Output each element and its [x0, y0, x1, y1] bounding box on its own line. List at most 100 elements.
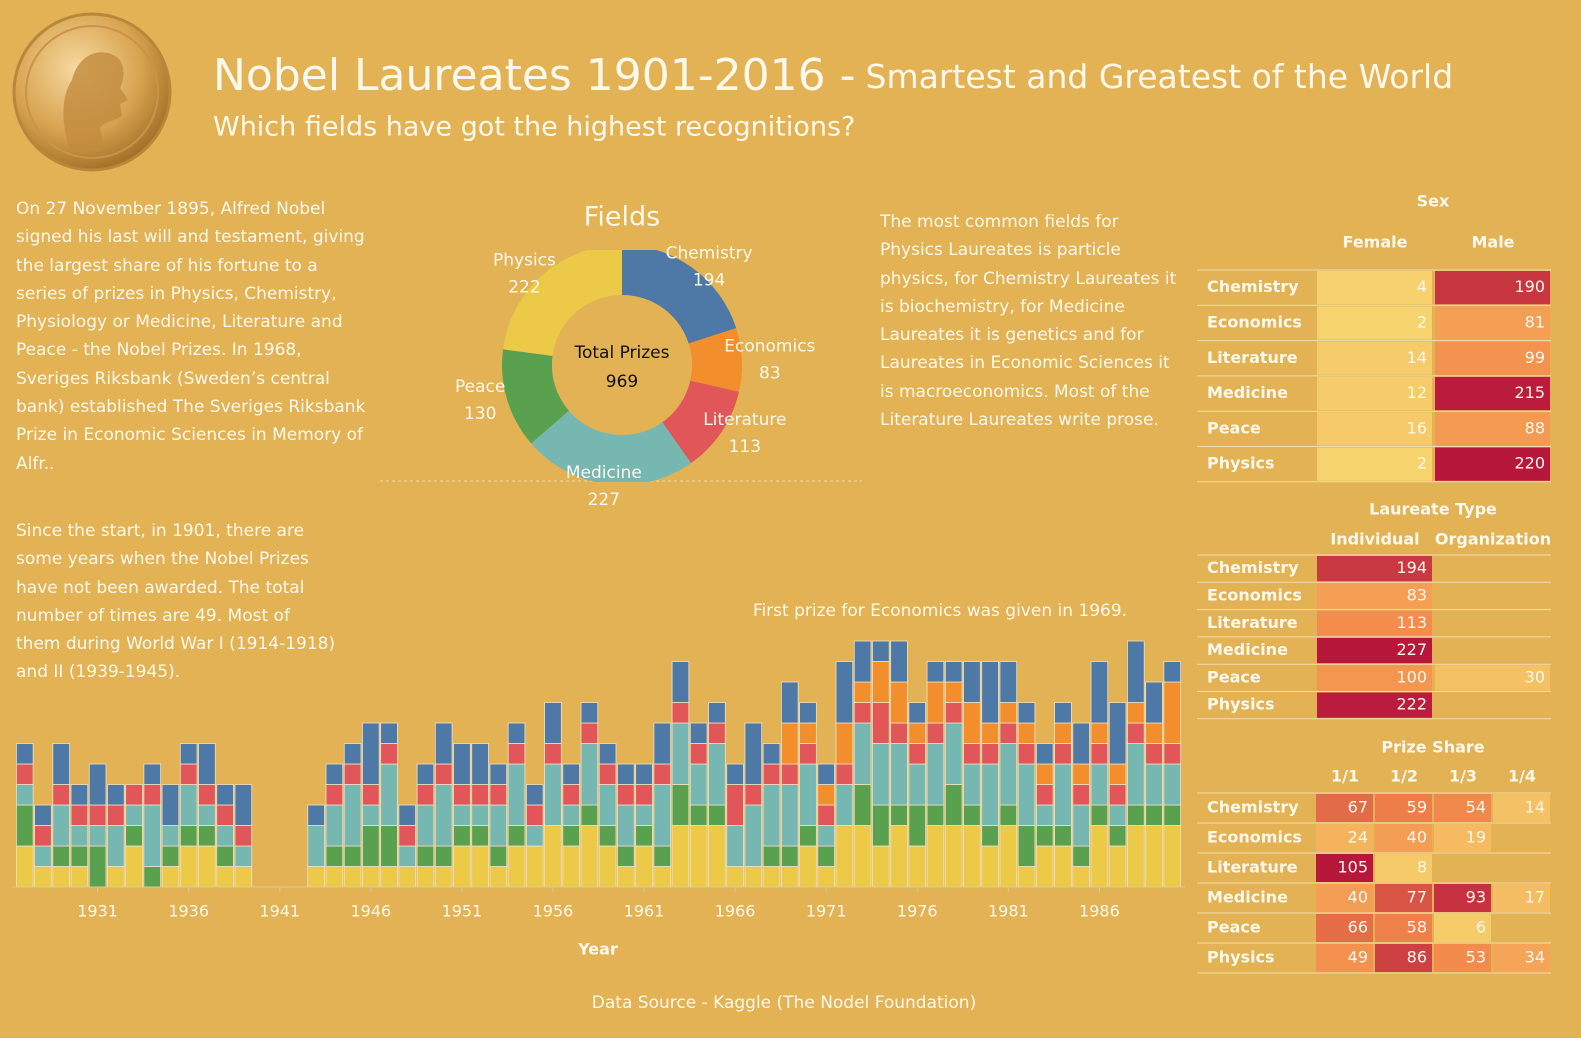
- bar-segment: [507, 722, 526, 744]
- heat-cell: [1375, 884, 1432, 912]
- bar-segment: [234, 866, 253, 888]
- cell-value: 77: [1407, 888, 1427, 907]
- donut: [501, 250, 742, 482]
- bar-segment: [926, 804, 945, 826]
- column-header: Male: [1471, 233, 1514, 252]
- bar-segment: [689, 743, 708, 765]
- bar-segment: [799, 743, 817, 765]
- bar-segment: [1163, 763, 1182, 806]
- bar-segment: [1072, 763, 1090, 785]
- bar-segment: [307, 825, 325, 867]
- bar-segment: [70, 825, 89, 847]
- bar-segment: [999, 743, 1018, 806]
- cell-value: 113: [1396, 613, 1427, 632]
- bar-segment: [1090, 661, 1109, 724]
- bar-segment: [489, 866, 508, 888]
- cell-value: 16: [1407, 418, 1427, 437]
- bar-segment: [617, 804, 635, 847]
- bar-segment: [453, 845, 471, 888]
- bar-segment: [562, 845, 580, 888]
- bar-segment: [671, 722, 690, 785]
- bar-segment: [835, 784, 854, 826]
- row-label: Chemistry: [1207, 558, 1299, 577]
- x-tick-label: 1986: [1079, 902, 1120, 921]
- bar-segment: [708, 804, 726, 826]
- row-label: Economics: [1207, 312, 1302, 331]
- bar-segment: [817, 804, 835, 826]
- heat-cell: [1493, 794, 1550, 822]
- cell-value: 17: [1525, 888, 1545, 907]
- bar-segment: [598, 845, 617, 888]
- bar-segment: [325, 845, 344, 867]
- bar-segment: [908, 763, 927, 806]
- bar-segment: [398, 825, 417, 847]
- bar-segment: [107, 825, 125, 867]
- bar-segment: [780, 763, 799, 785]
- bar-segment: [107, 804, 125, 826]
- bar-segment: [890, 804, 908, 826]
- bar-segment: [671, 702, 690, 724]
- bar-segment: [380, 763, 398, 826]
- cell-value: 54: [1466, 798, 1486, 817]
- bar-segment: [1108, 804, 1127, 826]
- bar-segment: [343, 845, 362, 867]
- annotation: First prize for Economics was given in 1…: [753, 601, 1127, 621]
- bar-segment: [835, 722, 854, 765]
- bar-segment: [908, 804, 927, 847]
- bar-segment: [872, 743, 890, 806]
- bar-segment: [780, 784, 799, 847]
- bar-segment: [908, 702, 927, 724]
- bar-segment: [544, 763, 562, 826]
- cell-value: 59: [1407, 798, 1427, 817]
- heat-cell: [1317, 376, 1432, 411]
- bar-segment: [981, 743, 999, 765]
- cell-value: 190: [1514, 277, 1545, 296]
- bar-segment: [325, 763, 344, 785]
- bar-segment: [944, 722, 963, 785]
- bar-segment: [15, 743, 34, 765]
- bar-segment: [1090, 722, 1109, 744]
- bar-segment: [963, 743, 981, 765]
- donut-title: Fields: [584, 202, 660, 233]
- bar-segment: [762, 866, 781, 888]
- bar-segment: [1108, 702, 1127, 765]
- bar-segment: [362, 825, 380, 867]
- bar-segment: [617, 784, 635, 806]
- bar-segment: [926, 722, 945, 744]
- bar-segment: [835, 661, 854, 724]
- bar-segment: [981, 722, 999, 744]
- bar-segment: [1163, 804, 1182, 826]
- x-tick-label: 1981: [988, 902, 1029, 921]
- heat-cell: [1317, 556, 1432, 582]
- row-label: Chemistry: [1207, 798, 1299, 817]
- bar-segment: [671, 784, 690, 826]
- cell-value: 49: [1348, 948, 1368, 967]
- bar-segment: [125, 784, 143, 806]
- cell-value: 88: [1525, 418, 1545, 437]
- bar-segment: [999, 804, 1018, 826]
- bar-segment: [598, 825, 617, 847]
- bar-segment: [689, 722, 708, 744]
- bar-segment: [453, 804, 471, 826]
- bar-segment: [598, 763, 617, 785]
- bar-segment: [325, 804, 344, 847]
- bar-segment: [216, 845, 234, 867]
- x-tick-label: 1946: [350, 902, 391, 921]
- bar-segment: [635, 784, 653, 806]
- bar-segment: [653, 845, 672, 867]
- table-title: Sex: [1417, 192, 1450, 211]
- bar-segment: [362, 784, 380, 806]
- bar-segment: [216, 804, 234, 826]
- heat-cell: [1434, 794, 1491, 822]
- bar-segment: [362, 722, 380, 785]
- cell-value: 222: [1396, 695, 1427, 714]
- bar-segment: [1035, 825, 1054, 847]
- cell-value: 220: [1514, 454, 1545, 473]
- bar-segment: [1072, 722, 1090, 765]
- bar-segment: [234, 825, 253, 847]
- slice-value: 83: [759, 364, 781, 384]
- bar-segment: [15, 804, 34, 847]
- cell-value: 67: [1348, 798, 1368, 817]
- bar-segment: [325, 784, 344, 806]
- bar-segment: [544, 702, 562, 744]
